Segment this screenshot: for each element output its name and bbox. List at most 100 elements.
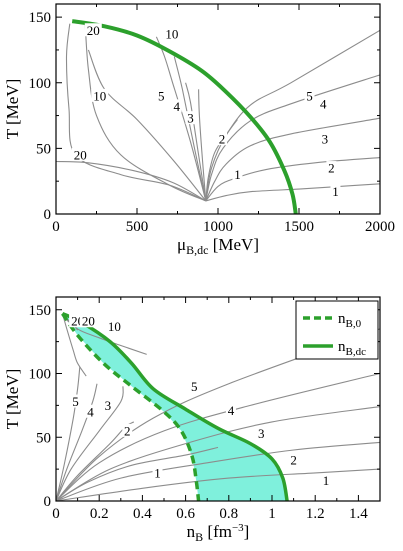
x-tick-label: 0.6 bbox=[176, 506, 195, 522]
boundary-nbdc-line bbox=[61, 311, 289, 502]
x-axis-label: μB,dc [MeV] bbox=[177, 235, 259, 257]
contour-label: 1 bbox=[154, 465, 161, 480]
y-tick-label: 100 bbox=[29, 76, 52, 92]
y-tick-label: 50 bbox=[36, 141, 51, 157]
plot-frame bbox=[55, 3, 381, 215]
y-axis-label: T [MeV] bbox=[3, 79, 22, 140]
y-axis-label: T [MeV] bbox=[3, 369, 22, 430]
contour-label-backdrop bbox=[156, 88, 167, 102]
x-tick-label: 0.4 bbox=[133, 506, 152, 522]
contour-label: 4 bbox=[228, 403, 235, 418]
contour-line bbox=[205, 183, 381, 202]
x-tick-label: 500 bbox=[126, 219, 149, 235]
contour-label-backdrop bbox=[70, 394, 81, 408]
contour-line bbox=[205, 117, 381, 202]
x-tick-label: 1.2 bbox=[306, 506, 325, 522]
x-tick-label: 0 bbox=[52, 219, 60, 235]
contour-label: 10 bbox=[93, 88, 106, 103]
x-tick-label: 2000 bbox=[365, 219, 395, 235]
x-tick-label: 0 bbox=[52, 506, 60, 522]
contour-line bbox=[55, 386, 124, 502]
contour-line bbox=[61, 313, 87, 377]
contour-label: 5 bbox=[72, 394, 79, 409]
contour-label: 10 bbox=[165, 27, 178, 42]
boundary-nb0-line bbox=[61, 312, 201, 502]
legend-box bbox=[295, 300, 379, 360]
contour-line bbox=[55, 383, 98, 502]
x-tick-label: 1500 bbox=[284, 219, 314, 235]
contour-label: 1 bbox=[323, 473, 330, 488]
plot-frame bbox=[55, 296, 381, 502]
x-tick-label: 1000 bbox=[203, 219, 233, 235]
contour-line bbox=[55, 367, 81, 502]
contour-line bbox=[55, 468, 381, 502]
x-tick-label: 1 bbox=[268, 506, 276, 522]
contour-label: 1 bbox=[332, 184, 339, 199]
contour-line bbox=[198, 89, 207, 201]
contour-label: 20 bbox=[82, 314, 95, 329]
x-axis-label: nB [fm−3] bbox=[187, 522, 250, 544]
contour-label: 5 bbox=[306, 88, 313, 103]
contour-line bbox=[205, 29, 381, 201]
contour-line bbox=[55, 406, 381, 502]
contour-label: 2 bbox=[328, 161, 335, 176]
contour-line bbox=[55, 372, 381, 502]
contour-label: 1 bbox=[234, 167, 241, 182]
y-tick-label: 50 bbox=[36, 430, 51, 446]
contour-label-backdrop bbox=[225, 403, 236, 417]
contour-line bbox=[155, 36, 207, 202]
contour-line bbox=[185, 82, 207, 201]
legend-label: nB,dc bbox=[338, 339, 366, 358]
contour-label-backdrop bbox=[304, 88, 315, 102]
contour-label-backdrop bbox=[91, 88, 109, 102]
contour-label: 2 bbox=[124, 423, 131, 438]
contour-line bbox=[55, 441, 381, 502]
contour-label: 3 bbox=[105, 398, 112, 413]
contour-label: 5 bbox=[158, 88, 165, 103]
contour-line bbox=[84, 23, 207, 202]
contour-label-backdrop bbox=[71, 147, 89, 161]
contour-label-backdrop bbox=[185, 111, 196, 125]
contour-label-backdrop bbox=[321, 473, 331, 487]
contour-line bbox=[205, 157, 381, 202]
x-tick-label: 0.2 bbox=[90, 506, 109, 522]
contour-label-backdrop bbox=[318, 96, 329, 110]
contour-label: 4 bbox=[87, 404, 94, 419]
contour-label-backdrop bbox=[152, 465, 163, 479]
contour-label-backdrop bbox=[105, 319, 123, 333]
contour-label-backdrop bbox=[232, 167, 243, 181]
contour-label-backdrop bbox=[122, 423, 133, 437]
x-tick-label: 0.8 bbox=[219, 506, 238, 522]
contour-label-backdrop bbox=[163, 27, 181, 41]
phase-boundary-line bbox=[71, 19, 298, 215]
contour-label: 20 bbox=[87, 23, 100, 38]
contour-label: 3 bbox=[187, 111, 194, 126]
contour-label-backdrop bbox=[85, 404, 96, 418]
contour-label-backdrop bbox=[171, 99, 182, 113]
contour-label-backdrop bbox=[102, 398, 113, 412]
contour-label: 4 bbox=[320, 96, 327, 111]
contour-label-backdrop bbox=[84, 23, 102, 37]
contour-line bbox=[205, 119, 238, 201]
contour-line bbox=[55, 160, 207, 202]
x-tick-label: 1.4 bbox=[349, 506, 368, 522]
legend-label: nB,0 bbox=[338, 311, 362, 330]
contour-line bbox=[87, 49, 207, 202]
contour-label: 2 bbox=[219, 132, 226, 147]
contour-label-backdrop bbox=[256, 426, 267, 440]
contour-label-backdrop bbox=[189, 379, 200, 393]
contour-line bbox=[55, 446, 219, 502]
contour-line bbox=[173, 56, 207, 202]
y-tick-label: 150 bbox=[29, 303, 52, 319]
contour-label: 20 bbox=[74, 147, 87, 162]
contour-label: 10 bbox=[108, 319, 121, 334]
y-tick-label: 150 bbox=[29, 10, 52, 26]
contour-label-backdrop bbox=[330, 184, 341, 198]
contour-label: 3 bbox=[258, 426, 265, 441]
contour-label: 2 bbox=[290, 453, 297, 468]
contour-label-backdrop bbox=[319, 132, 330, 146]
contour-label: 4 bbox=[173, 99, 180, 114]
